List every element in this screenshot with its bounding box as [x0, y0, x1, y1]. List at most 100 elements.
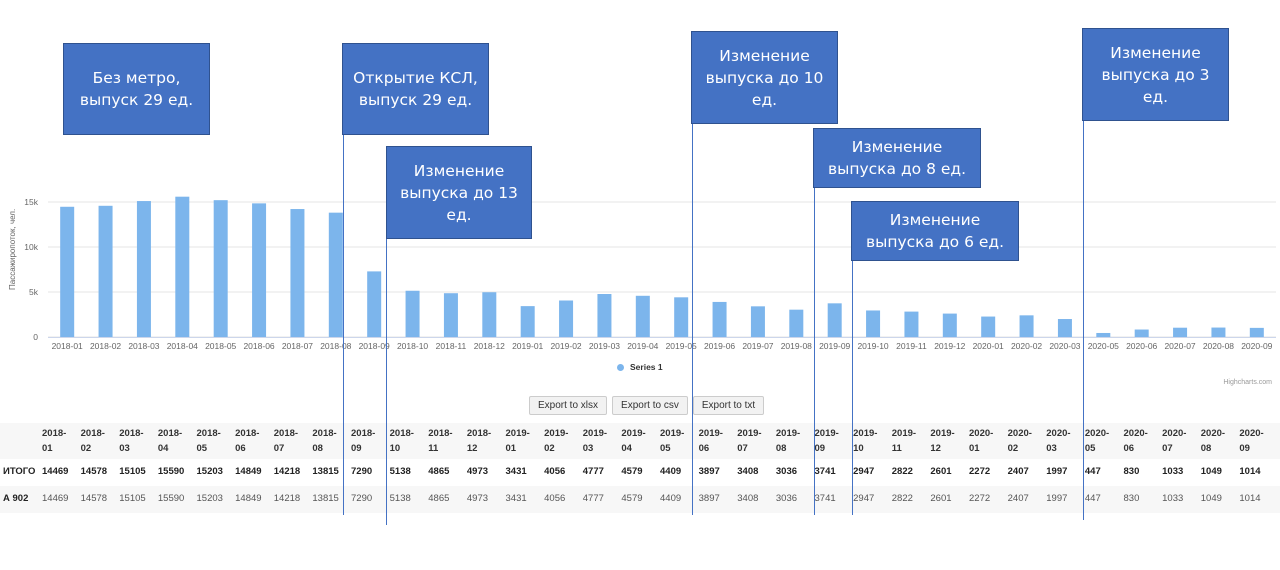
x-tick-label: 2018-08 [320, 341, 351, 351]
x-tick-label: 2020-02 [1011, 341, 1042, 351]
bar-2019-01[interactable] [520, 306, 535, 337]
bar-2019-03[interactable] [597, 294, 612, 337]
bar-2020-02[interactable] [1019, 315, 1034, 337]
table-header-cell: 2018- 09 [351, 428, 376, 454]
table-cell: 2822 [891, 493, 913, 504]
x-tick-label: 2020-07 [1164, 341, 1195, 351]
table-header-cell: 2019- 06 [698, 428, 723, 454]
table-header-cell: 2020- 06 [1123, 428, 1148, 454]
bar-2019-07[interactable] [750, 306, 765, 337]
bar-2020-05[interactable] [1096, 332, 1111, 337]
table-header-cell: 2018- 03 [119, 428, 144, 454]
table-header-cell: 2019- 10 [853, 428, 878, 454]
table-cell: 4579 [621, 466, 643, 477]
bar-2018-01[interactable] [60, 206, 75, 337]
y-tick-label: 5k [29, 287, 39, 297]
x-tick-label: 2020-01 [973, 341, 1004, 351]
bar-2018-08[interactable] [328, 212, 343, 337]
table-header-cell: 2019- 05 [660, 428, 685, 454]
table-header-cell: 2020- 05 [1084, 428, 1110, 454]
table-cell: 1049 [1200, 493, 1222, 504]
legend[interactable]: Series 1 [617, 362, 663, 372]
table-cell: 4056 [544, 493, 566, 504]
bar-2018-05[interactable] [213, 200, 228, 337]
bar-2020-06[interactable] [1134, 329, 1149, 337]
table-cell: 3431 [505, 466, 527, 477]
bar-2018-11[interactable] [443, 293, 458, 337]
table-cell: 15590 [157, 493, 185, 504]
bar-2018-12[interactable] [482, 292, 497, 337]
bar-2018-03[interactable] [136, 201, 151, 337]
table-cell: 2272 [969, 493, 991, 504]
table-cell: 447 [1084, 493, 1101, 504]
annotation-marker-line [1083, 121, 1084, 520]
export-txt-button[interactable]: Export to txt [692, 396, 765, 415]
x-tick-label: 2018-10 [397, 341, 428, 351]
table-cell: 15105 [119, 493, 146, 504]
bar-2018-07[interactable] [290, 209, 305, 337]
bar-2019-02[interactable] [559, 300, 574, 337]
table-cell: 2601 [930, 493, 952, 504]
table-row-label: ИТОГО [3, 466, 36, 477]
table-header-cell: 2020- 08 [1200, 428, 1226, 454]
table-cell: 1997 [1046, 493, 1068, 504]
y-tick-label: 0 [33, 332, 38, 342]
annotation-callout: Изменение выпуска до 13 ед. [386, 146, 532, 239]
table-cell: 3741 [814, 466, 836, 477]
table-cell: 4056 [544, 466, 566, 477]
table-cell: 13815 [312, 493, 339, 504]
bar-2020-01[interactable] [981, 316, 996, 337]
bar-2019-06[interactable] [712, 301, 727, 337]
y-tick-label: 10k [24, 242, 38, 252]
bar-2018-02[interactable] [98, 205, 113, 337]
bar-2019-04[interactable] [635, 295, 650, 337]
bar-2020-08[interactable] [1211, 327, 1226, 337]
bar-2019-08[interactable] [789, 309, 804, 337]
table-cell: 3431 [505, 493, 527, 504]
table-cell: 2407 [1007, 493, 1029, 504]
table-cell: 14218 [273, 493, 301, 504]
x-tick-label: 2018-09 [359, 341, 390, 351]
table-cell: 2947 [853, 493, 875, 504]
bar-2018-10[interactable] [405, 290, 420, 337]
bar-2019-09[interactable] [827, 303, 842, 337]
annotation-callout: Изменение выпуска до 10 ед. [691, 31, 838, 124]
table-cell: 14578 [80, 493, 108, 504]
annotation-marker-line [852, 261, 853, 515]
table-cell: 1033 [1162, 493, 1184, 504]
x-tick-label: 2018-12 [474, 341, 505, 351]
table-row-band [0, 486, 1280, 513]
bar-2018-06[interactable] [252, 203, 267, 337]
table-cell: 1014 [1239, 493, 1261, 504]
bar-2020-07[interactable] [1173, 327, 1188, 337]
table-cell: 2822 [891, 466, 913, 477]
bar-2019-05[interactable] [674, 297, 689, 337]
annotation-callout: Открытие КСЛ, выпуск 29 ед. [342, 43, 489, 135]
bar-2018-04[interactable] [175, 196, 190, 337]
bar-2019-11[interactable] [904, 311, 919, 337]
export-xlsx-button[interactable]: Export to xlsx [529, 396, 608, 415]
bar-2019-10[interactable] [866, 310, 881, 337]
bar-2018-09[interactable] [367, 271, 382, 337]
table-cell: 14849 [235, 493, 262, 504]
annotation-marker-line [814, 188, 815, 515]
table-header-cell: 2018- 05 [196, 428, 221, 454]
bar-2020-03[interactable] [1057, 319, 1072, 337]
table-cell: 15105 [119, 466, 146, 477]
export-csv-button[interactable]: Export to csv [612, 396, 688, 415]
table-cell: 1997 [1046, 466, 1068, 477]
table-cell: 4777 [582, 493, 604, 504]
bar-2020-09[interactable] [1249, 327, 1264, 337]
table-cell: 2407 [1007, 466, 1029, 477]
table-cell: 7290 [351, 466, 373, 477]
table-cell: 15203 [196, 466, 223, 477]
export-toolbar: Export to xlsx Export to csv Export to t… [529, 396, 765, 415]
table-cell: 3741 [814, 493, 836, 504]
table-cell: 4579 [621, 493, 643, 504]
table-cell: 4865 [428, 493, 450, 504]
credits-link[interactable]: Highcharts.com [1223, 379, 1272, 386]
x-tick-label: 2018-03 [128, 341, 159, 351]
table-header-cell: 2020- 03 [1046, 428, 1071, 454]
legend-label: Series 1 [630, 362, 663, 372]
bar-2019-12[interactable] [942, 313, 957, 337]
